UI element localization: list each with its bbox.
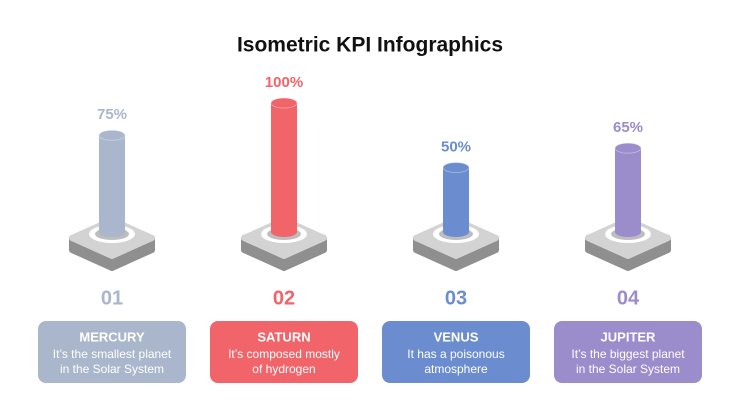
step-number: 02 xyxy=(273,287,295,309)
bar xyxy=(271,103,297,232)
description: It’s the smallest planet xyxy=(53,347,172,361)
bar-top xyxy=(270,97,298,109)
value-label: 100% xyxy=(265,74,303,91)
value-label: 50% xyxy=(441,138,471,155)
planet-name: JUPITER xyxy=(601,329,657,344)
bar xyxy=(443,167,469,232)
planet-name: SATURN xyxy=(257,329,310,344)
card xyxy=(554,321,702,383)
description: in the Solar System xyxy=(60,362,164,376)
card xyxy=(382,321,530,383)
chart-title: Isometric KPI Infographics xyxy=(237,34,503,57)
value-label: 75% xyxy=(97,106,127,123)
description: It’s the biggest planet xyxy=(571,347,685,361)
value-label: 65% xyxy=(613,119,643,136)
description: atmosphere xyxy=(424,362,488,376)
step-number: 01 xyxy=(101,287,123,309)
bar-top xyxy=(442,162,470,173)
bar xyxy=(99,135,125,232)
bar-bottom xyxy=(99,227,125,237)
planet-name: VENUS xyxy=(434,329,479,344)
step-number: 03 xyxy=(445,287,467,309)
bar-bottom xyxy=(271,227,297,237)
description: It has a poisonous xyxy=(407,347,504,361)
bar-bottom xyxy=(443,227,469,237)
bar-bottom xyxy=(615,227,641,237)
planet-name: MERCURY xyxy=(79,329,145,344)
description: of hydrogen xyxy=(252,362,315,376)
bar-top xyxy=(614,142,642,154)
description: It’s composed mostly xyxy=(228,347,340,361)
description: in the Solar System xyxy=(576,362,680,376)
card xyxy=(38,321,186,383)
bar-top xyxy=(98,129,126,141)
bar xyxy=(615,148,641,232)
step-number: 04 xyxy=(617,287,640,309)
card xyxy=(210,321,358,383)
